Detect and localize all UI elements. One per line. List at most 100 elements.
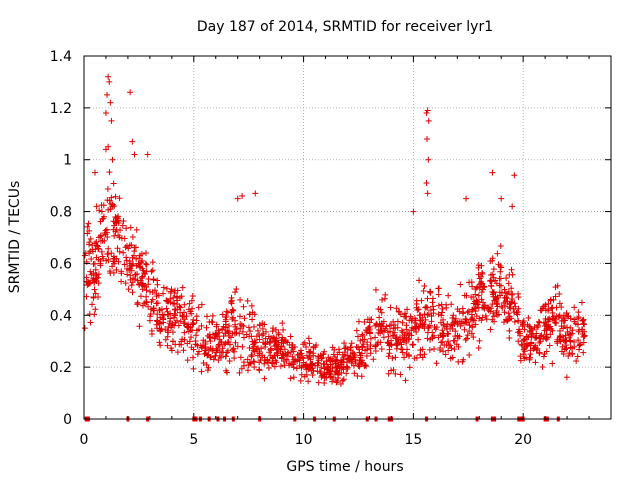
- data-point: [440, 316, 447, 323]
- data-point: [194, 351, 201, 358]
- data-point: [259, 332, 266, 339]
- data-point: [150, 276, 157, 283]
- data-point: [425, 117, 432, 124]
- data-point: [489, 301, 496, 308]
- data-point: [451, 337, 458, 344]
- data-point: [95, 256, 102, 263]
- data-point: [561, 346, 568, 353]
- data-point: [382, 291, 389, 298]
- data-point: [93, 239, 100, 246]
- data-point: [236, 369, 243, 376]
- y-tick-label: 0.2: [50, 360, 72, 376]
- data-point: [488, 271, 495, 278]
- data-point: [497, 242, 504, 249]
- data-point: [487, 278, 494, 285]
- data-point: [473, 284, 480, 291]
- data-point: [321, 371, 328, 378]
- data-point: [260, 339, 267, 346]
- data-point: [110, 218, 117, 225]
- data-point: [491, 318, 498, 325]
- data-point: [200, 359, 207, 366]
- data-point: [398, 327, 405, 334]
- data-point: [554, 282, 561, 289]
- data-point: [251, 311, 258, 318]
- data-point: [249, 316, 256, 323]
- data-point: [251, 364, 258, 371]
- data-point: [266, 349, 273, 356]
- data-point: [318, 364, 325, 371]
- data-point: [359, 343, 366, 350]
- data-point: [575, 309, 582, 316]
- data-point: [433, 360, 440, 367]
- data-point: [402, 377, 409, 384]
- data-point: [327, 374, 334, 381]
- data-point: [385, 353, 392, 360]
- data-point: [124, 265, 131, 272]
- data-point: [315, 360, 322, 367]
- data-point: [87, 268, 94, 275]
- data-point: [463, 292, 470, 299]
- data-point: [209, 331, 216, 338]
- data-point: [225, 329, 232, 336]
- data-point: [156, 339, 163, 346]
- data-point: [325, 363, 332, 370]
- data-point: [314, 362, 321, 369]
- data-point: [460, 356, 467, 363]
- data-point: [508, 266, 515, 273]
- y-tick-label: 1.2: [50, 101, 72, 117]
- data-point: [246, 333, 253, 340]
- data-point: [515, 305, 522, 312]
- data-point: [521, 336, 528, 343]
- data-point: [145, 276, 152, 283]
- data-point: [305, 378, 312, 385]
- data-point: [504, 317, 511, 324]
- data-point: [87, 235, 94, 242]
- data-point: [506, 303, 513, 310]
- data-point: [129, 262, 136, 269]
- data-point: [280, 358, 287, 365]
- data-point: [273, 346, 280, 353]
- data-point: [530, 345, 537, 352]
- data-point: [106, 169, 113, 176]
- data-point: [580, 320, 587, 327]
- data-point: [220, 333, 227, 340]
- data-point: [535, 323, 542, 330]
- data-point: [154, 311, 161, 318]
- data-point: [104, 186, 111, 193]
- data-point: [470, 334, 477, 341]
- data-point: [549, 309, 556, 316]
- data-point: [163, 305, 170, 312]
- data-point: [93, 242, 100, 249]
- data-point: [557, 333, 564, 340]
- data-point: [172, 312, 179, 319]
- data-point: [515, 317, 522, 324]
- data-point: [188, 344, 195, 351]
- data-point: [422, 304, 429, 311]
- data-point: [110, 226, 117, 233]
- data-point: [119, 222, 126, 229]
- data-point: [118, 270, 125, 277]
- data-point: [111, 232, 118, 239]
- data-point: [240, 359, 247, 366]
- data-point: [179, 284, 186, 291]
- data-point: [560, 312, 567, 319]
- data-point: [423, 110, 430, 117]
- data-point: [431, 345, 438, 352]
- data-point: [537, 307, 544, 314]
- data-point: [131, 244, 138, 251]
- data-point: [310, 344, 317, 351]
- data-point: [544, 323, 551, 330]
- data-point: [451, 346, 458, 353]
- data-point: [455, 358, 462, 365]
- data-point: [134, 301, 141, 308]
- data-point: [81, 325, 88, 332]
- data-point: [201, 345, 208, 352]
- data-point: [536, 335, 543, 342]
- data-point: [506, 335, 513, 342]
- data-point: [387, 341, 394, 348]
- data-point: [361, 318, 368, 325]
- data-point: [426, 322, 433, 329]
- data-point: [236, 313, 243, 320]
- data-point: [419, 346, 426, 353]
- data-point: [472, 321, 479, 328]
